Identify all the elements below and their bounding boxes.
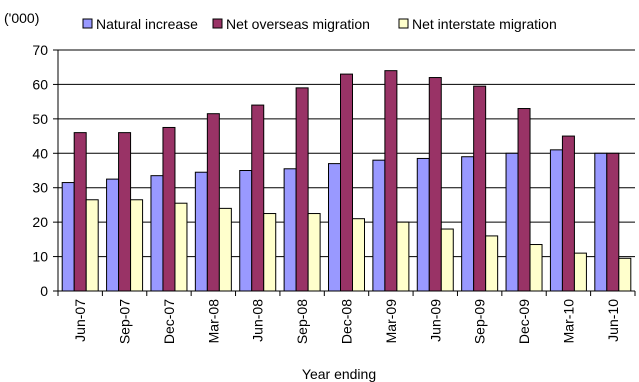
x-axis-title: Year ending — [302, 366, 376, 382]
bar-net-interstate-migration-jun-08 — [264, 214, 276, 291]
bar-natural-increase-jun-07 — [62, 183, 74, 291]
bar-net-overseas-migration-sep-07 — [119, 133, 131, 291]
bar-net-interstate-migration-sep-09 — [486, 236, 498, 291]
bar-net-overseas-migration-mar-09 — [385, 71, 397, 291]
bar-net-overseas-migration-mar-08 — [207, 114, 219, 291]
bar-natural-increase-mar-08 — [195, 172, 207, 291]
x-tick-label: Mar-08 — [205, 299, 221, 344]
legend-label: Natural increase — [96, 16, 198, 32]
bar-net-interstate-migration-mar-08 — [219, 208, 231, 291]
y-tick-label: 60 — [32, 76, 48, 92]
bar-net-overseas-migration-mar-10 — [562, 136, 574, 291]
x-axis-ticks: Jun-07 Sep-07 Dec-07 Mar-08 Jun-08 Sep-08 Dec-… — [58, 291, 635, 344]
bar-net-overseas-migration-sep-08 — [296, 88, 308, 291]
x-tick-label: Jun-09 — [427, 299, 443, 342]
legend-swatch — [83, 19, 92, 28]
bar-net-interstate-migration-sep-08 — [308, 214, 320, 291]
y-tick-label: 70 — [32, 42, 48, 58]
y-tick-label: 40 — [32, 145, 48, 161]
y-tick-label: 0 — [40, 283, 48, 299]
bar-natural-increase-dec-09 — [506, 153, 518, 291]
x-tick-label: Dec-08 — [339, 299, 355, 344]
y-tick-label: 10 — [32, 249, 48, 265]
bar-natural-increase-jun-09 — [417, 158, 429, 291]
x-tick-label: Mar-09 — [383, 299, 399, 344]
x-tick-label: Dec-07 — [161, 299, 177, 344]
y-tick-label: 50 — [32, 111, 48, 127]
bar-net-interstate-migration-mar-09 — [397, 222, 409, 291]
bar-natural-increase-dec-08 — [329, 164, 341, 291]
y-unit-label: ('000) — [4, 10, 39, 26]
bar-net-interstate-migration-dec-07 — [175, 203, 187, 291]
bar-natural-increase-jun-10 — [595, 153, 607, 291]
x-tick-label: Mar-10 — [560, 299, 576, 344]
bar-natural-increase-mar-09 — [373, 160, 385, 291]
bar-natural-increase-sep-08 — [284, 169, 296, 291]
x-tick-label: Jun-07 — [72, 299, 88, 342]
bar-net-interstate-migration-jun-10 — [619, 258, 631, 291]
bar-net-overseas-migration-jun-10 — [607, 153, 619, 291]
bar-net-interstate-migration-mar-10 — [574, 253, 586, 291]
bar-natural-increase-sep-09 — [462, 157, 474, 291]
legend-swatch — [399, 19, 408, 28]
x-tick-label: Jun-08 — [250, 299, 266, 342]
bar-natural-increase-jun-08 — [240, 171, 252, 292]
bar-net-overseas-migration-dec-07 — [163, 127, 175, 291]
y-tick-label: 20 — [32, 214, 48, 230]
bar-natural-increase-dec-07 — [151, 176, 163, 291]
bar-natural-increase-sep-07 — [107, 179, 119, 291]
bar-net-overseas-migration-jun-09 — [429, 78, 441, 291]
bars — [62, 71, 631, 291]
x-tick-label: Sep-07 — [117, 299, 133, 344]
x-tick-label: Dec-09 — [516, 299, 532, 344]
bar-net-overseas-migration-jun-07 — [74, 133, 86, 291]
bar-net-interstate-migration-dec-08 — [353, 219, 365, 291]
y-axis-ticks: 0 10 20 30 40 50 60 70 — [32, 42, 58, 299]
bar-net-overseas-migration-dec-09 — [518, 109, 530, 291]
legend-label: Net overseas migration — [226, 16, 370, 32]
x-tick-label: Sep-08 — [294, 299, 310, 344]
bar-net-overseas-migration-jun-08 — [252, 105, 264, 291]
x-tick-label: Sep-09 — [472, 299, 488, 344]
x-tick-label: Jun-10 — [605, 299, 621, 342]
bar-net-overseas-migration-dec-08 — [341, 74, 353, 291]
bar-net-interstate-migration-dec-09 — [530, 245, 542, 291]
bar-net-overseas-migration-sep-09 — [474, 86, 486, 291]
bar-natural-increase-mar-10 — [550, 150, 562, 291]
legend-swatch — [213, 19, 222, 28]
bar-net-interstate-migration-sep-07 — [131, 200, 143, 291]
bar-net-interstate-migration-jun-07 — [86, 200, 98, 291]
y-tick-label: 30 — [32, 180, 48, 196]
legend-label: Net interstate migration — [412, 16, 557, 32]
legend: Natural increase Net overseas migration Ne… — [83, 16, 557, 32]
bar-net-interstate-migration-jun-09 — [441, 229, 453, 291]
